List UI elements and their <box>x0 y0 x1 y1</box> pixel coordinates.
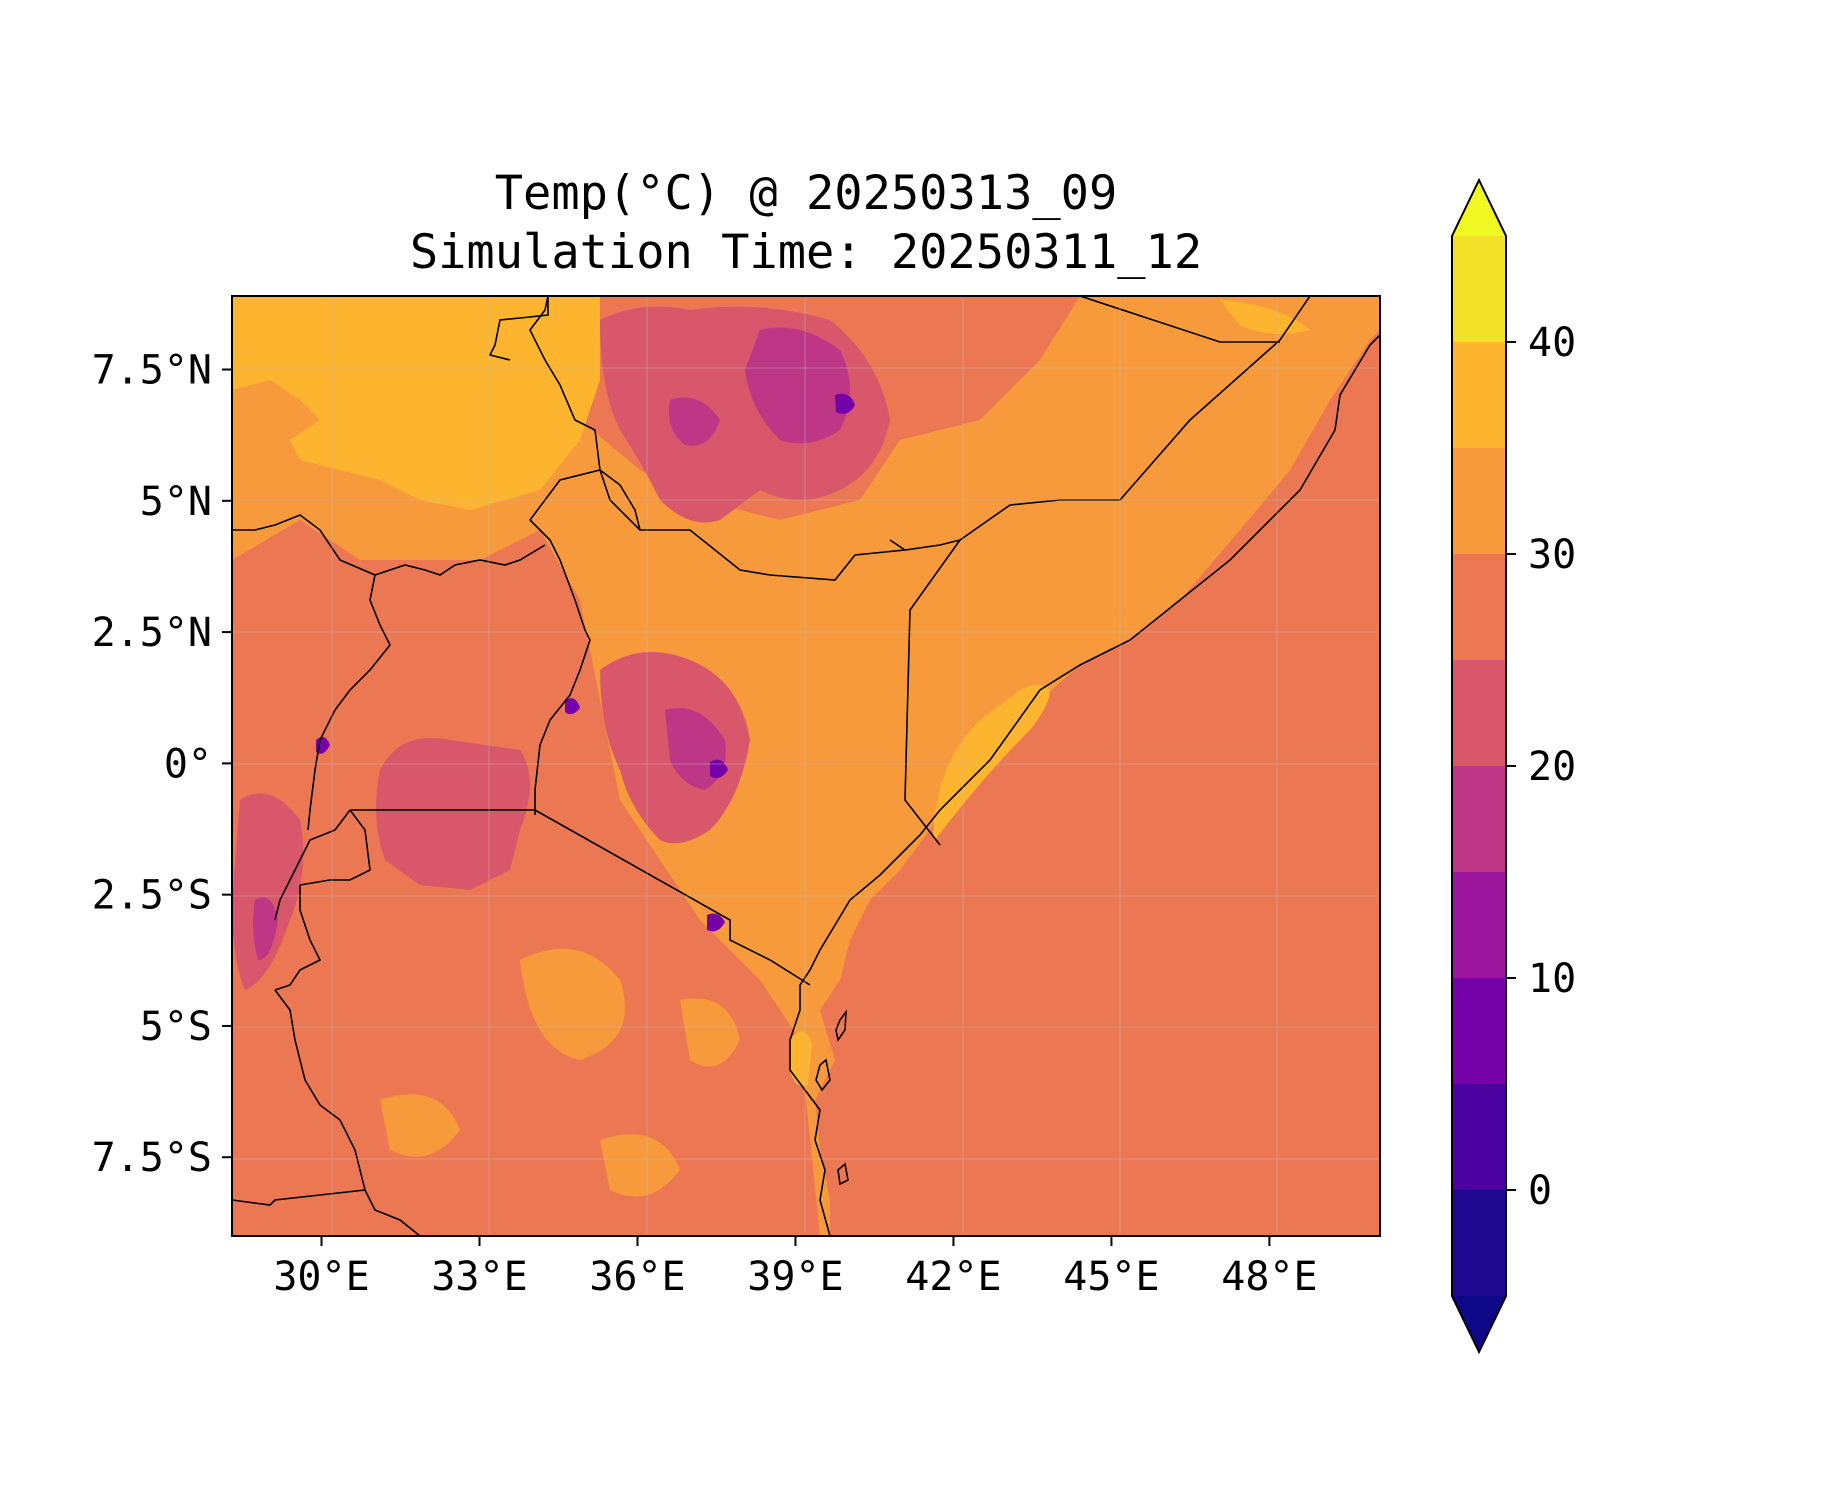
ethiopia-kenya-border <box>529 469 906 581</box>
south-sudan-north-border <box>488 296 549 361</box>
zanzibar-island <box>815 1058 831 1092</box>
y-tick-label: 7.5°N <box>92 348 212 394</box>
western-rift-cool <box>253 897 278 960</box>
colorbar-tick-label: 20 <box>1528 744 1576 790</box>
colorbar-segment <box>1452 448 1506 554</box>
southern-warm-patches <box>380 948 740 1197</box>
south-sudan-uganda-border <box>232 514 546 576</box>
colorbar-segment <box>1452 978 1506 1084</box>
x-tick-label: 36°E <box>589 1254 685 1300</box>
colorbar-tick-label: 0 <box>1528 1168 1552 1214</box>
colorbar-segment <box>1452 1084 1506 1190</box>
south-sudan-kenya-border <box>529 519 591 815</box>
y-tick-label: 2.5°N <box>92 610 212 656</box>
colorbar-segment <box>1452 766 1506 872</box>
colorbar-segment <box>1452 236 1506 342</box>
inland-plateau-region <box>232 520 820 1236</box>
uganda-drc-border <box>307 574 391 831</box>
ethiopian-highlands-cold <box>835 393 855 414</box>
elgon-peak <box>565 698 580 715</box>
indian-ocean-region <box>815 296 1380 1236</box>
east-somalia-hot-patch <box>1220 300 1310 334</box>
colorbar-segment <box>1452 872 1506 978</box>
lake-victoria-region <box>376 738 530 890</box>
tanzania-coast-hot-patch <box>790 1031 812 1086</box>
western-rift-highlands <box>232 793 304 990</box>
ethiopia-somalia-border <box>889 296 1311 551</box>
title-line-1: Temp(°C) @ 20250313_09 <box>494 166 1118 221</box>
title-line-2: Simulation Time: 20250311_12 <box>409 225 1203 280</box>
zambia-border <box>232 1189 366 1206</box>
colorbar-tick-label: 40 <box>1528 320 1576 366</box>
colorbar-segment <box>1452 1190 1506 1296</box>
south-sudan-hot-region <box>232 296 600 510</box>
gridlines <box>232 296 1380 1236</box>
y-axis-ticks: 7.5°N 5°N 2.5°N 0° 2.5°S 5°S 7.5°S <box>92 348 232 1181</box>
x-tick-label: 48°E <box>1221 1254 1317 1300</box>
kenya-tanzania-border <box>534 809 811 986</box>
tanganyika-shore <box>274 989 421 1236</box>
y-tick-label: 5°N <box>140 479 212 525</box>
mafia-island <box>837 1162 849 1186</box>
x-tick-label: 33°E <box>431 1254 527 1300</box>
y-tick-label: 2.5°S <box>92 873 212 919</box>
south-sudan-ethiopia-border <box>529 296 641 531</box>
colorbar-tick-label: 10 <box>1528 956 1576 1002</box>
x-tick-label: 42°E <box>905 1254 1001 1300</box>
colorbar-segment <box>1452 660 1506 766</box>
colorbar-outline <box>1451 177 1507 1355</box>
x-tick-label: 39°E <box>747 1254 843 1300</box>
colorbar: 0 10 20 30 40 <box>1451 177 1576 1355</box>
map-frame <box>231 295 1381 1237</box>
y-tick-label: 7.5°S <box>92 1135 212 1181</box>
x-axis-ticks: 30°E 33°E 36°E 39°E 42°E 45°E 48°E <box>273 1236 1318 1300</box>
y-tick-label: 0° <box>164 741 212 787</box>
kenya-somalia-border <box>904 539 961 846</box>
somalia-hot-patch <box>933 685 1050 840</box>
somaliland-border <box>1079 296 1280 343</box>
y-tick-label: 5°S <box>140 1004 212 1050</box>
map-panel <box>232 296 1380 1236</box>
colorbar-extend-max <box>1452 180 1506 236</box>
pemba-island <box>835 1009 847 1042</box>
colorbar-extend-min <box>1452 1296 1506 1352</box>
colorbar-segment <box>1452 554 1506 660</box>
x-tick-label: 45°E <box>1063 1254 1159 1300</box>
rwanda-burundi-border <box>274 809 371 991</box>
colorbar-tick-label: 30 <box>1528 532 1576 578</box>
x-tick-label: 30°E <box>273 1254 369 1300</box>
borders-coastline <box>232 296 1380 1236</box>
colorbar-segment <box>1452 342 1506 448</box>
kilimanjaro-peak <box>707 913 725 932</box>
